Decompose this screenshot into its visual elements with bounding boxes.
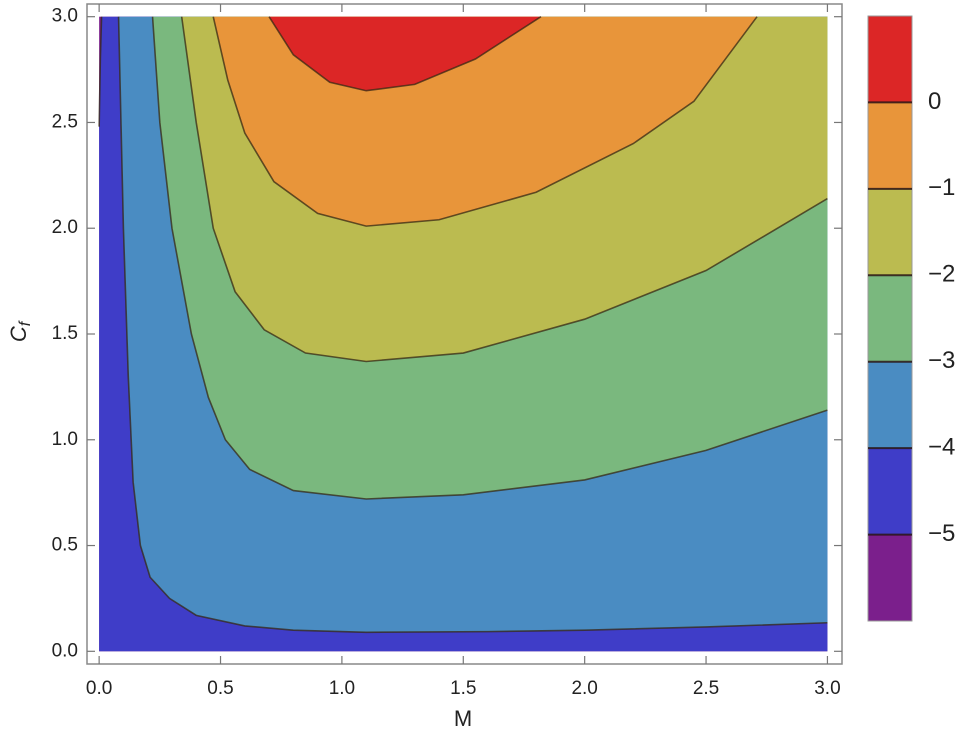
- y-axis-label: Cf: [6, 320, 34, 342]
- y-tick-label: 2.5: [52, 111, 78, 132]
- y-tick-label: 0.0: [52, 640, 78, 661]
- colorbar-tick-label: 0: [928, 88, 941, 115]
- y-label-main: C: [6, 326, 31, 342]
- colorbar-frame: [867, 15, 913, 622]
- x-tick-label: 3.0: [814, 678, 840, 699]
- x-tick-label: 1.0: [329, 678, 355, 699]
- colorbar-band: [868, 102, 912, 189]
- x-tick-label: 0.5: [207, 678, 233, 699]
- contour-region: [269, 16, 541, 91]
- contour-line: [151, 16, 828, 500]
- contour-line: [98, 16, 103, 127]
- colorbar-tick-label: −1: [928, 174, 955, 201]
- y-tick-label: 1.0: [52, 429, 78, 450]
- contour-line: [180, 16, 828, 363]
- x-tick-label: 1.5: [450, 678, 476, 699]
- colorbar-tick-label: −2: [928, 261, 955, 288]
- contour-line: [268, 16, 542, 92]
- contour-line: [212, 16, 758, 227]
- y-tick-label: 0.5: [52, 535, 78, 556]
- y-label-sub: f: [17, 320, 34, 326]
- colorbar-band: [868, 16, 912, 103]
- colorbar-band: [868, 448, 912, 535]
- x-tick-label: 0.0: [86, 678, 112, 699]
- x-tick-label: 2.5: [693, 678, 719, 699]
- contour-line: [117, 16, 828, 634]
- y-tick-label: 2.0: [52, 217, 78, 238]
- y-tick-label: 1.5: [52, 323, 78, 344]
- colorbar-tick-label: −5: [928, 520, 955, 547]
- colorbar-band: [868, 275, 912, 362]
- colorbar-tick-label: −3: [928, 347, 955, 374]
- colorbar-band: [868, 534, 912, 621]
- colorbar-band: [868, 361, 912, 449]
- x-axis-label: M: [454, 706, 472, 731]
- colorbar-band: [868, 188, 912, 276]
- x-tick-label: 2.0: [571, 678, 597, 699]
- y-tick-label: 3.0: [52, 6, 78, 27]
- colorbar-tick-label: −4: [928, 433, 955, 460]
